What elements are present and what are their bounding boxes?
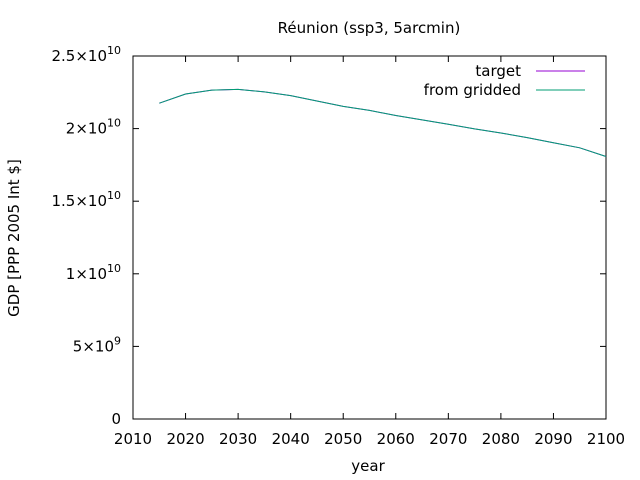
chart-title: Réunion (ssp3, 5arcmin)	[278, 19, 461, 37]
legend-label-from-gridded: from gridded	[424, 81, 521, 99]
x-tick-label: 2020	[166, 430, 204, 448]
y-tick-label: 0	[111, 410, 121, 428]
legend-label-target: target	[475, 62, 521, 80]
x-tick-label: 2060	[377, 430, 415, 448]
y-tick-exponent: 10	[107, 189, 121, 202]
y-tick-mantissa: 1.5×10	[51, 192, 107, 210]
x-tick-label: 2070	[429, 430, 467, 448]
x-tick-label: 2080	[482, 430, 520, 448]
y-tick-exponent: 9	[114, 334, 121, 347]
series-line-target	[159, 88, 607, 157]
y-tick-label: 2×1010	[66, 117, 121, 138]
y-tick-label: 2.5×1010	[51, 44, 121, 65]
y-tick-label: 1×1010	[66, 262, 121, 283]
x-tick-label: 2010	[114, 430, 152, 448]
x-axis-ticks: 2010 2020 2030 2040 2050 2060 2070 2080 2090 2100	[114, 56, 625, 448]
y-tick-exponent: 10	[107, 262, 121, 275]
x-tick-label: 2100	[587, 430, 625, 448]
y-tick-mantissa: 2×10	[66, 120, 107, 138]
series-line-from-gridded	[159, 88, 607, 157]
legend: target from gridded	[424, 62, 585, 99]
y-tick-mantissa: 2.5×10	[51, 47, 107, 65]
plot-frame	[132, 55, 607, 420]
y-tick-exponent: 10	[107, 44, 121, 57]
y-tick-label: 1.5×1010	[51, 189, 121, 210]
y-tick-mantissa: 5×10	[73, 337, 114, 355]
y-tick-mantissa: 1×10	[66, 265, 107, 283]
x-tick-label: 2090	[534, 430, 572, 448]
x-axis-label: year	[351, 457, 385, 475]
x-tick-label: 2050	[324, 430, 362, 448]
x-tick-label: 2040	[272, 430, 310, 448]
y-tick-mantissa: 0	[111, 410, 121, 428]
y-tick-label: 5×109	[73, 334, 121, 355]
x-tick-label: 2030	[219, 430, 257, 448]
series-lines	[159, 88, 607, 157]
y-axis-label: GDP [PPP 2005 Int $]	[5, 159, 23, 317]
y-tick-exponent: 10	[107, 117, 121, 130]
